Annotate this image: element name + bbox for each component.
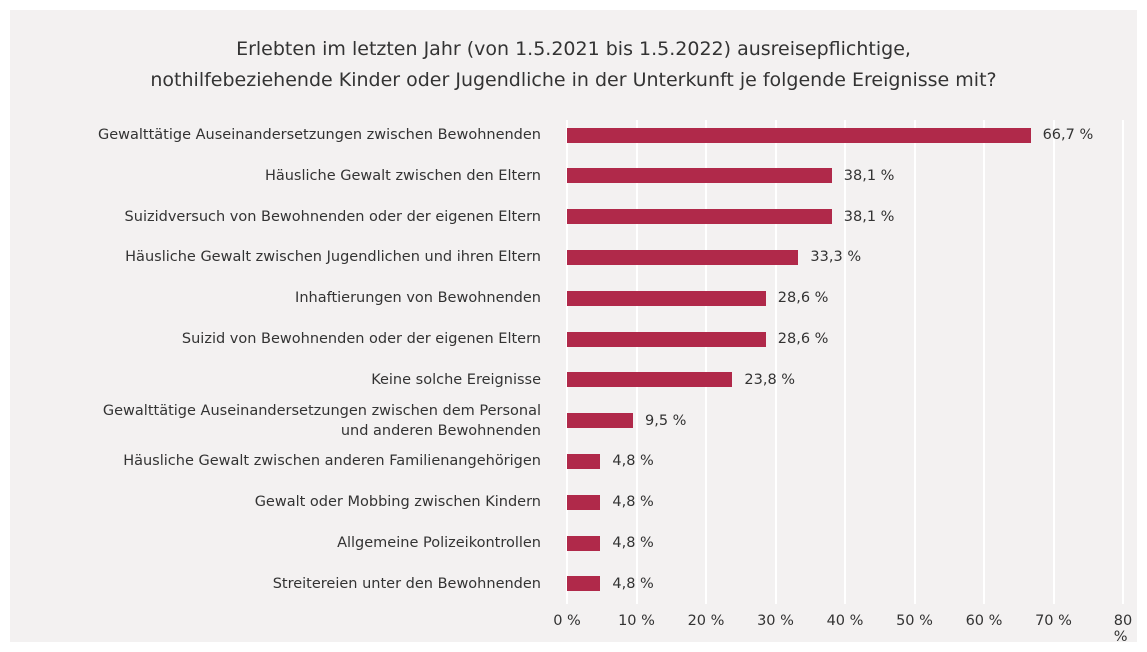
chart: Erlebten im letzten Jahr (von 1.5.2021 b… [10, 10, 1137, 645]
category-label: Häusliche Gewalt zwischen Jugendlichen u… [125, 249, 541, 266]
x-tick-label: 10 % [618, 613, 655, 629]
category-label: Streitereien unter den Bewohnenden [272, 575, 541, 592]
x-tick-label: 80 % [1113, 613, 1133, 645]
x-tick-label: 30 % [757, 613, 794, 629]
bar [567, 535, 601, 551]
bar [567, 331, 766, 347]
category-label: Gewalttätige Auseinandersetzungen zwisch… [102, 402, 541, 439]
x-tick-label: 70 % [1035, 613, 1072, 629]
value-label: 4,8 % [612, 494, 654, 511]
bar [567, 168, 832, 184]
x-tick-label: 0 % [553, 613, 581, 629]
bar [567, 576, 601, 592]
grid-line [844, 120, 846, 604]
value-label: 33,3 % [810, 249, 862, 266]
grid-line [635, 120, 638, 604]
bar [567, 494, 601, 510]
value-label: 4,8 % [612, 453, 654, 470]
x-tick-label: 20 % [687, 613, 725, 629]
x-tick-label: 40 % [826, 613, 864, 629]
value-label: 28,6 % [777, 331, 829, 347]
value-label: 38,1 % [843, 167, 895, 184]
category-label: Gewalttätige Auseinandersetzungen zwisch… [97, 127, 541, 143]
bar [567, 249, 799, 265]
bar [567, 127, 1031, 143]
bar [567, 453, 601, 469]
grid-line [566, 120, 568, 604]
category-label: Inhaftierungen von Bewohnenden [295, 290, 541, 307]
grid-line [774, 120, 777, 604]
category-label: Gewalt oder Mobbing zwischen Kindern [254, 494, 541, 511]
chart-title: Erlebten im letzten Jahr (von 1.5.2021 b… [150, 38, 997, 91]
category-label: Keine solche Ereignisse [371, 371, 541, 388]
grid-line [1122, 120, 1124, 604]
bar [567, 290, 766, 306]
value-label: 66,7 % [1042, 127, 1094, 143]
grid-line [983, 120, 985, 604]
category-label: Häusliche Gewalt zwischen anderen Famili… [123, 453, 541, 470]
value-label: 4,8 % [612, 575, 654, 592]
value-label: 28,6 % [777, 290, 829, 307]
grid-line [913, 120, 916, 604]
value-label: 23,8 % [744, 371, 796, 388]
x-tick-label: 60 % [965, 613, 1003, 629]
category-label: Häusliche Gewalt zwischen den Eltern [264, 167, 541, 184]
bar [567, 372, 733, 388]
category-label: Suizid von Bewohnenden oder der eigenen … [181, 331, 541, 347]
grid-line [705, 120, 707, 604]
value-label: 38,1 % [843, 208, 895, 225]
value-label: 4,8 % [612, 535, 654, 551]
x-tick-label: 50 % [896, 613, 933, 629]
category-label: Allgemeine Polizeikontrollen [337, 535, 541, 551]
grid-line [1052, 120, 1055, 604]
bar [567, 209, 832, 225]
value-label: 9,5 % [645, 412, 687, 429]
category-label: Suizidversuch von Bewohnenden oder der e… [124, 208, 541, 225]
bar [567, 413, 634, 429]
